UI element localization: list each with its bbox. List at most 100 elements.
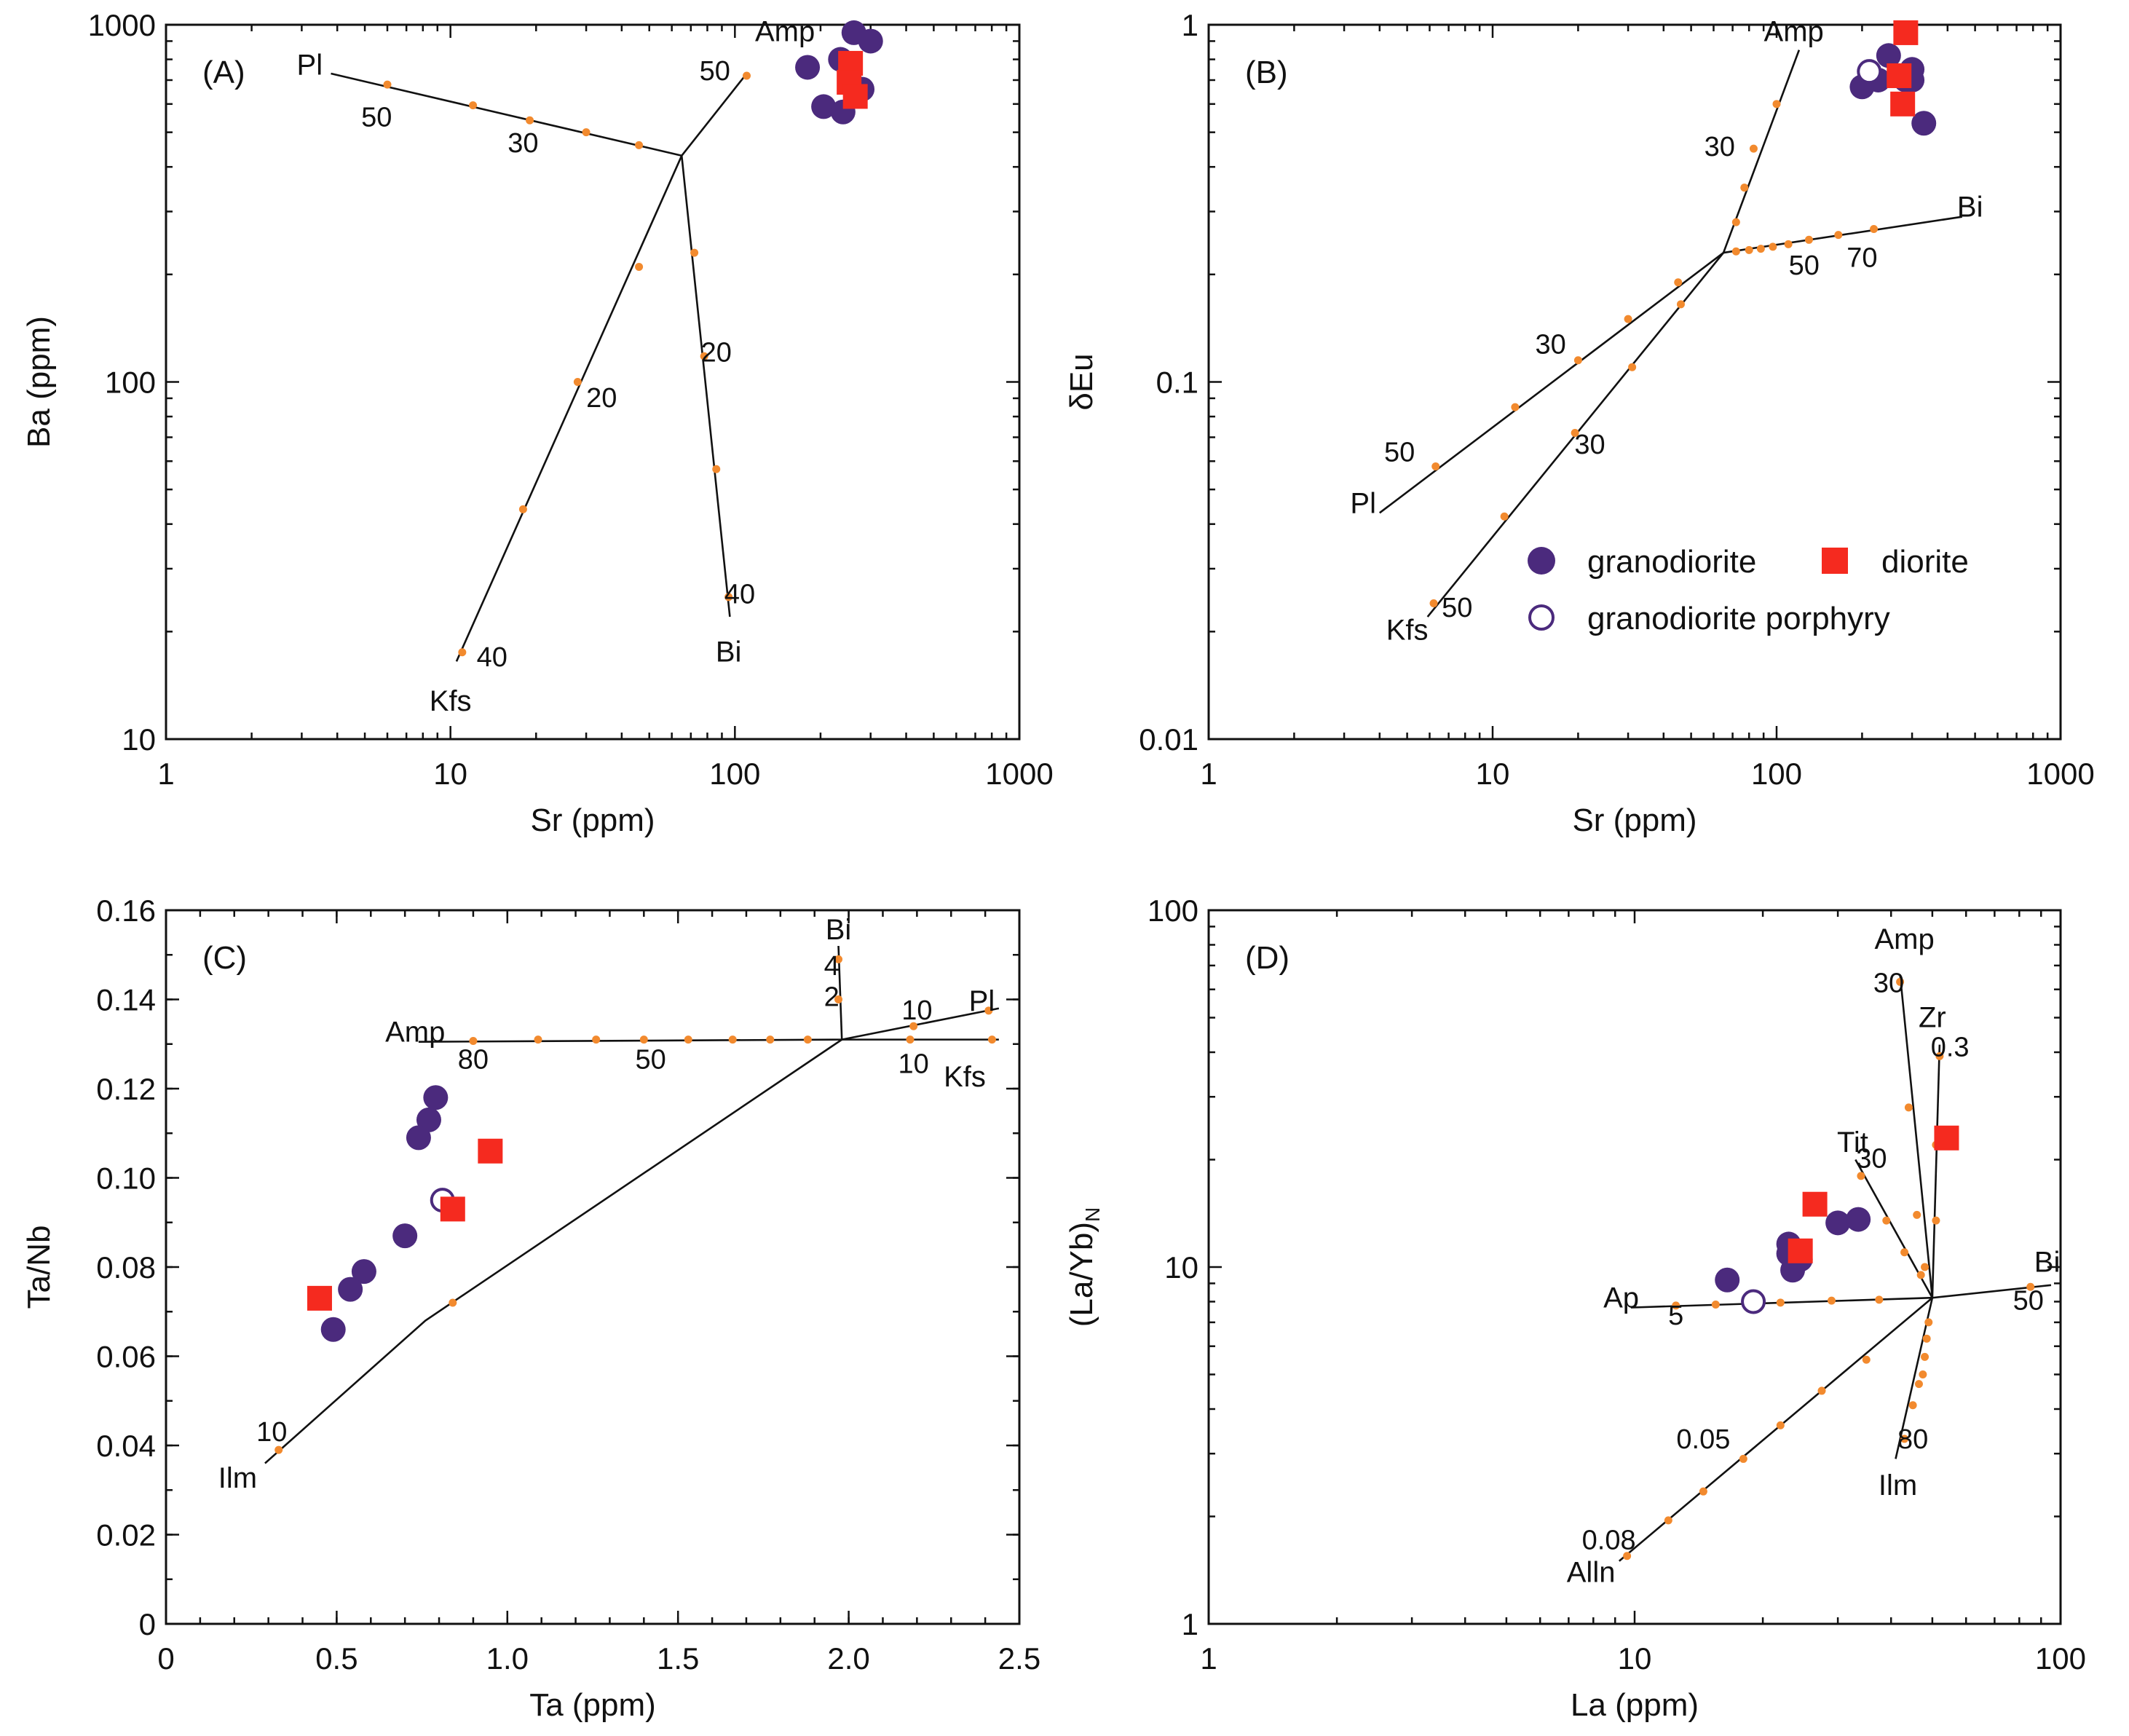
panel-label: (A) (202, 55, 245, 90)
vector-tick-dot (1924, 1318, 1933, 1327)
vector-tick-dot (469, 101, 478, 110)
x-tick-label: 1 (1200, 757, 1217, 791)
diorite-point (842, 84, 868, 109)
x-tick-label: 1000 (2026, 757, 2094, 791)
vector-percent-label: 40 (477, 642, 507, 673)
vector-tick-dot (766, 1035, 775, 1044)
vector-tick-dot (1922, 1334, 1931, 1343)
vector-percent-label: 50 (1384, 437, 1415, 467)
vector-tick-dot (724, 593, 733, 601)
diorite-point (440, 1196, 465, 1222)
y-axis-label-text: δEu (1064, 353, 1099, 410)
vector-tick-dot (1784, 240, 1793, 248)
vector-percent-label: 2 (824, 982, 840, 1013)
x-tick-label: 10 (1476, 757, 1510, 791)
vector-tick-dot (469, 1036, 478, 1045)
vector-tick-dot (1664, 1516, 1672, 1525)
vector-tick-dot (987, 1035, 996, 1044)
panel-label: (B) (1245, 55, 1288, 90)
vector-tick-dot (906, 1035, 915, 1044)
vector-tick-dot (582, 128, 590, 137)
vector-mineral-label: Pl (969, 985, 995, 1017)
y-tick-label: 0.14 (96, 983, 156, 1017)
vector-tick-dot (1914, 1380, 1923, 1389)
diorite-point (1890, 91, 1916, 117)
vector-mineral-label: Pl (1350, 487, 1376, 519)
x-tick-label: 0 (157, 1641, 174, 1676)
vector-mineral-label: Bi (2034, 1246, 2061, 1278)
vector-tick-dot (1573, 356, 1582, 365)
vector-mineral-label: Pl (297, 50, 323, 82)
vector-percent-label: 5 (1668, 1301, 1683, 1331)
vector-tick-dot (1672, 1301, 1680, 1310)
granodiorite-point (320, 1317, 346, 1342)
vector-tick-dot (1919, 1370, 1927, 1379)
y-tick-label: 0.08 (96, 1250, 156, 1285)
y-tick-label: 0.10 (96, 1161, 156, 1196)
vector-amp: 50 80 Amp (385, 1017, 842, 1075)
vector-tick-dot (383, 80, 392, 89)
vector-percent-label: 50 (700, 56, 730, 87)
vector-tick-dot (1740, 184, 1749, 192)
vector-tick-dot (518, 505, 527, 513)
vector-mineral-label: Alln (1567, 1557, 1616, 1589)
series-diorite (837, 50, 868, 109)
vector-ilm: 10 Ilm (218, 1038, 842, 1494)
vector-tick-dot (1628, 363, 1637, 371)
vector-percent-label: 50 (1442, 593, 1472, 623)
granodiorite-point (811, 94, 837, 119)
vector-tick-dot (2026, 1282, 2035, 1291)
y-tick-label: 1 (1182, 1607, 1198, 1641)
vector-tick-dot (1731, 218, 1740, 226)
vector-percent-label: 0.05 (1676, 1424, 1730, 1455)
legend-granodiorite-marker (1528, 547, 1555, 575)
vector-line-pl (1379, 252, 1724, 514)
granodiorite-point (406, 1125, 431, 1151)
vector-mineral-label: Ilm (218, 1462, 257, 1494)
vector-mineral-label: Amp (1874, 923, 1934, 955)
vector-tick-dot (1731, 247, 1740, 256)
vector-mineral-label: Amp (755, 15, 815, 47)
y-tick-label: 0.02 (96, 1518, 156, 1552)
series-granodiorite-porphyry (1857, 59, 1882, 84)
vector-mineral-label: Zr (1919, 1002, 1946, 1034)
vector-line-ilm (264, 1038, 842, 1464)
vector-tick-dot (1908, 1401, 1917, 1410)
x-tick-label: 1000 (985, 757, 1053, 791)
vector-tick-dot (1745, 245, 1753, 254)
vector-tick-dot (684, 1035, 692, 1044)
vector-tick-dot (1916, 1271, 1925, 1279)
vector-bi: 50 Bi (1932, 1246, 2060, 1316)
y-axis-label-text: Ta/Nb (21, 1226, 57, 1309)
vector-tick-dot (1875, 1295, 1884, 1304)
legend-granodiorite-porphyry-marker (1528, 604, 1555, 631)
y-tick-label: 10 (122, 722, 156, 757)
granodiorite-point (1825, 1210, 1851, 1236)
vector-tick-dot (690, 248, 699, 257)
panel-label: (C) (202, 940, 247, 976)
x-tick-label: 1.5 (657, 1641, 699, 1676)
vector-tick-dot (1772, 100, 1781, 108)
granodiorite-point (1846, 1207, 1871, 1232)
y-tick-label: 0.12 (96, 1072, 156, 1106)
vector-percent-label: 10 (901, 995, 932, 1026)
vector-tick-dot (1711, 1301, 1720, 1309)
vector-line-amp (418, 1038, 842, 1043)
vector-percent-label: 20 (586, 383, 617, 414)
y-axis-label: (La/Yb)N (1064, 1207, 1104, 1327)
vector-tick-dot (573, 378, 582, 386)
vector-bi: 50 70 Bi (1723, 192, 1983, 281)
vector-ap: 5 Ap (1603, 1282, 1932, 1331)
y-axis-label: δEu (1064, 353, 1099, 410)
vector-pl: 10 Pl (841, 985, 1000, 1041)
vector-tick-dot (1870, 224, 1879, 233)
y-axis-label: Ba (ppm) (21, 316, 57, 448)
diorite-point (1788, 1238, 1813, 1263)
plot-frame (165, 909, 1021, 1625)
vector-tick-dot (1769, 242, 1777, 251)
vector-tick-dot (1756, 245, 1765, 253)
vector-tick-dot (728, 1035, 737, 1044)
vector-tick-dot (803, 1035, 812, 1044)
granodiorite-point (338, 1277, 363, 1302)
